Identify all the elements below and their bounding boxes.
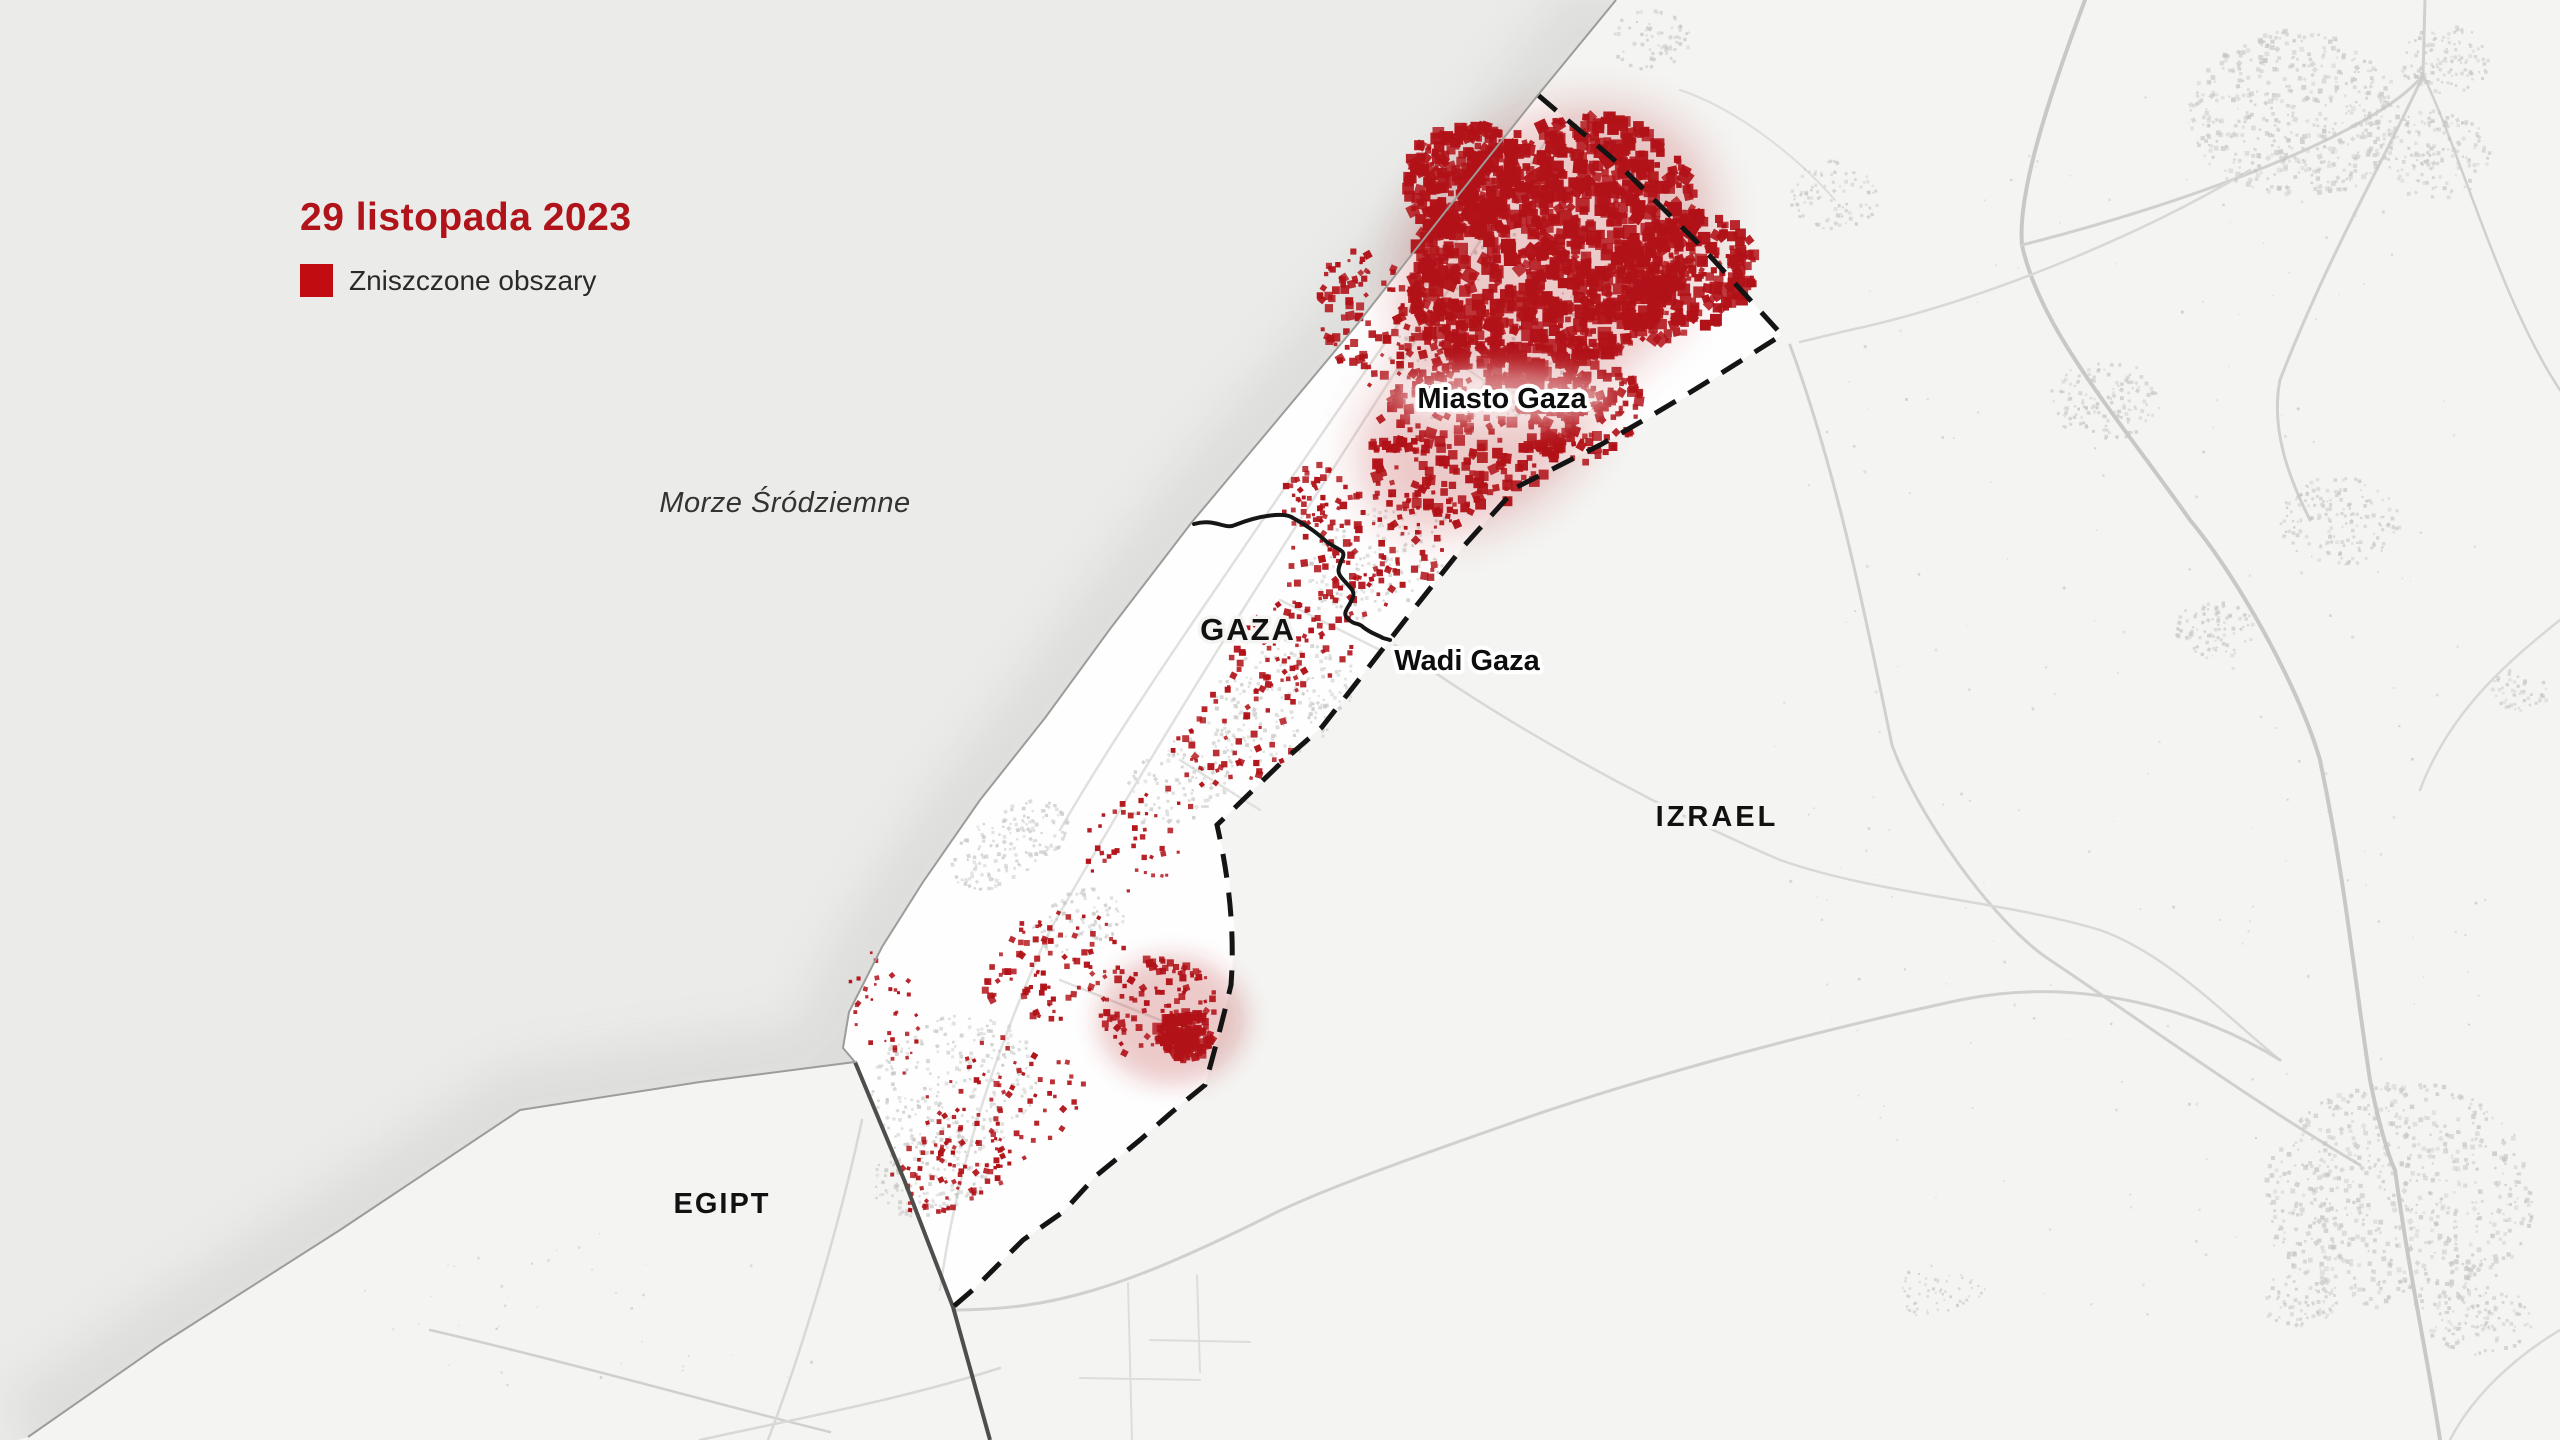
label-mediterranean-sea: Morze Śródziemne [659,485,910,519]
coastline [27,0,1617,1438]
label-israel: IZRAEL [1656,801,1779,833]
mediterranean-sea [0,0,1616,1440]
israel-urban-areas [364,9,2549,1399]
wadi-gaza-line [1192,512,1392,642]
map-header: 29 listopada 2023 Zniszczone obszary [300,196,632,297]
label-gaza-city: Miasto Gaza [1417,383,1587,415]
legend-label: Zniszczone obszary [349,264,597,296]
label-wadi-gaza: Wadi Gaza [1394,645,1540,677]
road-network [428,0,2560,1440]
gaza-city-label-halo [1385,369,1615,425]
destroyed-areas [848,110,1760,1214]
egypt-border-line [853,1061,992,1440]
destroyed-areas-swatch [300,264,333,297]
label-egypt: EGIPT [673,1188,770,1220]
gaza-dashed-border [951,93,1786,1309]
label-gaza-strip: GAZA [1200,612,1296,647]
date-title: 29 listopada 2023 [300,196,632,239]
legend: Zniszczone obszary [300,264,632,297]
